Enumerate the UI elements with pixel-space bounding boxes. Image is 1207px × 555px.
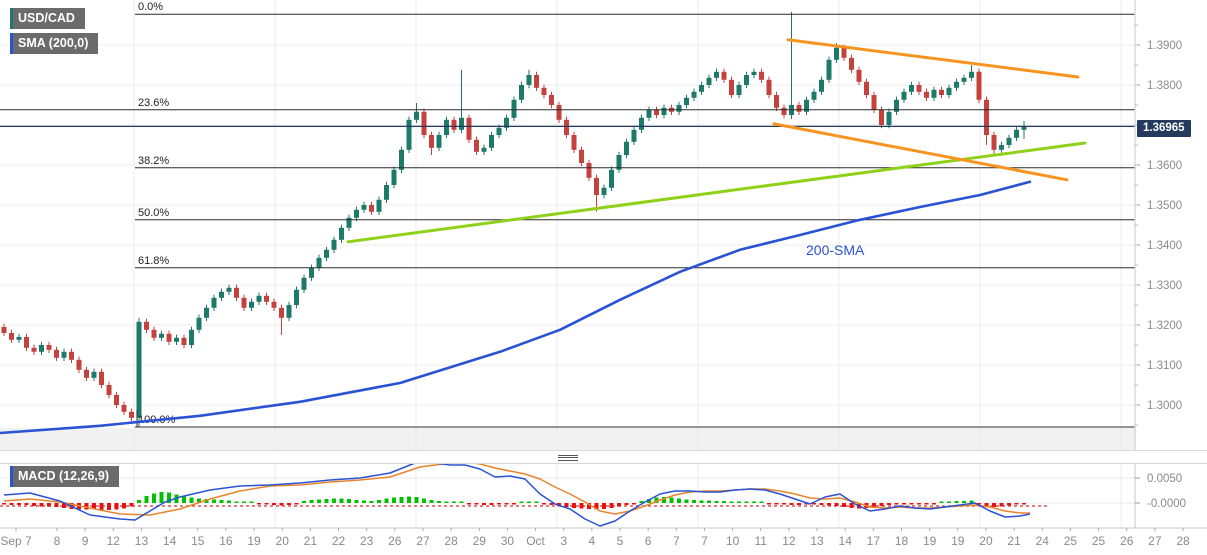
svg-text:1.3800: 1.3800 bbox=[1147, 80, 1182, 92]
macd-accent-bar bbox=[10, 466, 13, 487]
svg-text:7: 7 bbox=[673, 534, 680, 548]
price-axis[interactable]: 1.3900 1.3800 1.3600 1.3500 1.3400 1.3300 1.32… bbox=[1135, 24, 1182, 426]
macd-main-line bbox=[3, 460, 1031, 527]
svg-text:28: 28 bbox=[1176, 534, 1190, 548]
svg-text:1.3600: 1.3600 bbox=[1147, 160, 1182, 172]
svg-text:19: 19 bbox=[951, 534, 965, 548]
sma-accent-bar bbox=[10, 33, 13, 54]
svg-text:20: 20 bbox=[276, 534, 290, 548]
svg-text:3: 3 bbox=[560, 534, 567, 548]
svg-text:50.0%: 50.0% bbox=[138, 207, 169, 219]
svg-text:0.0%: 0.0% bbox=[138, 1, 163, 13]
svg-text:26: 26 bbox=[388, 534, 402, 548]
svg-text:23: 23 bbox=[360, 534, 374, 548]
svg-text:19: 19 bbox=[923, 534, 937, 548]
svg-text:26: 26 bbox=[1120, 534, 1134, 548]
svg-text:12: 12 bbox=[782, 534, 796, 548]
svg-text:4: 4 bbox=[589, 534, 596, 548]
svg-text:1.3300: 1.3300 bbox=[1147, 280, 1182, 292]
sma-indicator-label: SMA (200,0) bbox=[18, 36, 89, 50]
svg-text:16: 16 bbox=[219, 534, 233, 548]
svg-text:13: 13 bbox=[135, 534, 149, 548]
svg-text:1.3200: 1.3200 bbox=[1147, 320, 1182, 332]
svg-text:22: 22 bbox=[332, 534, 346, 548]
svg-text:24: 24 bbox=[1036, 534, 1050, 548]
svg-text:23.6%: 23.6% bbox=[138, 97, 169, 109]
svg-text:12: 12 bbox=[107, 534, 121, 548]
svg-text:17: 17 bbox=[867, 534, 881, 548]
orange-trendline-upper bbox=[786, 38, 1080, 79]
svg-text:13: 13 bbox=[810, 534, 824, 548]
svg-text:0.0050: 0.0050 bbox=[1147, 473, 1182, 485]
svg-text:1.3400: 1.3400 bbox=[1147, 240, 1182, 252]
symbol-label: USD/CAD bbox=[18, 11, 75, 25]
svg-text:1.3000: 1.3000 bbox=[1147, 400, 1182, 412]
svg-text:1.3100: 1.3100 bbox=[1147, 360, 1182, 372]
fibonacci-levels: 0.0%23.6%38.2%50.0%61.8%100.0% bbox=[0, 1, 1135, 428]
svg-text:11: 11 bbox=[755, 534, 768, 548]
svg-text:38.2%: 38.2% bbox=[138, 155, 169, 167]
svg-text:30: 30 bbox=[501, 534, 515, 548]
svg-text:25: 25 bbox=[1064, 534, 1078, 548]
svg-text:14: 14 bbox=[163, 534, 177, 548]
svg-text:Sep 7: Sep 7 bbox=[0, 534, 32, 548]
orange-trendline-lower bbox=[772, 122, 1069, 182]
sma-200-line bbox=[0, 180, 1032, 435]
current-price-badge: 1.36965 bbox=[1137, 120, 1191, 137]
svg-text:10: 10 bbox=[726, 534, 740, 548]
svg-text:19: 19 bbox=[247, 534, 261, 548]
symbol-badge[interactable]: USD/CAD bbox=[10, 8, 85, 29]
macd-indicator-badge[interactable]: MACD (12,26,9) bbox=[10, 466, 119, 487]
svg-text:1.3500: 1.3500 bbox=[1147, 200, 1182, 212]
svg-text:28: 28 bbox=[444, 534, 458, 548]
svg-text:8: 8 bbox=[54, 534, 61, 548]
macd-indicator-label: MACD (12,26,9) bbox=[18, 469, 109, 483]
sma-line-label: 200-SMA bbox=[806, 242, 865, 258]
svg-text:9: 9 bbox=[82, 534, 89, 548]
svg-text:Oct: Oct bbox=[526, 534, 545, 548]
svg-text:21: 21 bbox=[1007, 534, 1021, 548]
macd-histogram bbox=[2, 492, 1026, 510]
svg-text:15: 15 bbox=[191, 534, 205, 548]
drag-handle-icon[interactable] bbox=[556, 453, 580, 461]
time-axis[interactable]: Sep 7 8 9 12 13 14 15 16 19 20 21 22 23 26 27 28 29 30 Oct… bbox=[0, 528, 1190, 548]
sma-indicator-badge[interactable]: SMA (200,0) bbox=[10, 33, 99, 54]
svg-text:61.8%: 61.8% bbox=[138, 255, 169, 267]
svg-text:6: 6 bbox=[645, 534, 652, 548]
svg-text:-0.0000: -0.0000 bbox=[1147, 498, 1186, 510]
svg-text:27: 27 bbox=[1148, 534, 1162, 548]
chart-bottom-band bbox=[0, 428, 1135, 450]
svg-text:5: 5 bbox=[617, 534, 624, 548]
candles-layer bbox=[1, 11, 1027, 427]
horizontal-gridlines bbox=[0, 44, 1135, 406]
svg-text:1.3900: 1.3900 bbox=[1147, 40, 1182, 52]
vertical-gridlines bbox=[133, 0, 1122, 528]
panel-separator[interactable] bbox=[0, 450, 1207, 464]
svg-text:20: 20 bbox=[979, 534, 993, 548]
macd-axis[interactable]: 0.0050 -0.0000 bbox=[1135, 473, 1186, 510]
svg-text:29: 29 bbox=[473, 534, 487, 548]
green-trendline bbox=[346, 141, 1087, 244]
svg-text:27: 27 bbox=[416, 534, 430, 548]
svg-text:25: 25 bbox=[1092, 534, 1106, 548]
svg-text:14: 14 bbox=[839, 534, 853, 548]
svg-text:18: 18 bbox=[895, 534, 909, 548]
symbol-accent-bar bbox=[10, 8, 13, 29]
svg-text:7: 7 bbox=[701, 534, 708, 548]
svg-text:21: 21 bbox=[304, 534, 318, 548]
